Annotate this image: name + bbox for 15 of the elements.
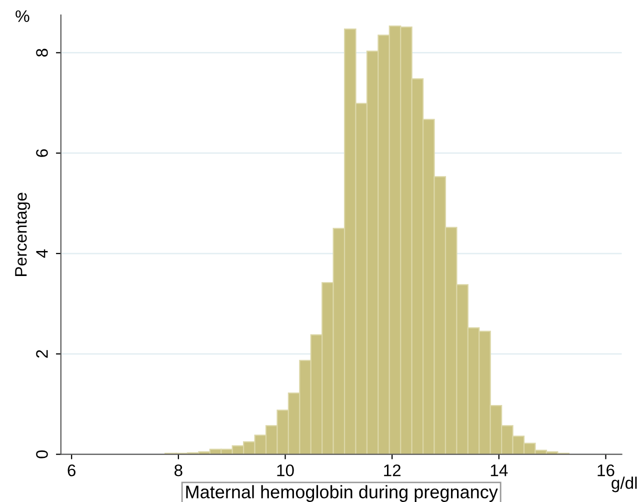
text: %	[16, 10, 30, 22]
x-tick-label: 8	[174, 464, 182, 476]
x-tick-label: 16	[598, 464, 614, 476]
text: g/dl	[612, 476, 637, 492]
x-tick-label: 14	[490, 464, 508, 476]
y-tick-label: 6	[36, 149, 48, 157]
x-tick-label: 12	[384, 464, 401, 476]
x-axis-title: Maternal hemoglobin during pregnancy	[186, 485, 498, 502]
x-tick-label: 6	[68, 464, 76, 476]
x-tick-label: 10	[277, 464, 294, 476]
y-tick-label: 8	[36, 48, 48, 57]
y-tick-label: 2	[36, 350, 48, 358]
y-tick-label: 0	[36, 450, 48, 458]
y-tick-label: 4	[36, 249, 48, 258]
y-axis-title: Percentage	[15, 192, 30, 276]
